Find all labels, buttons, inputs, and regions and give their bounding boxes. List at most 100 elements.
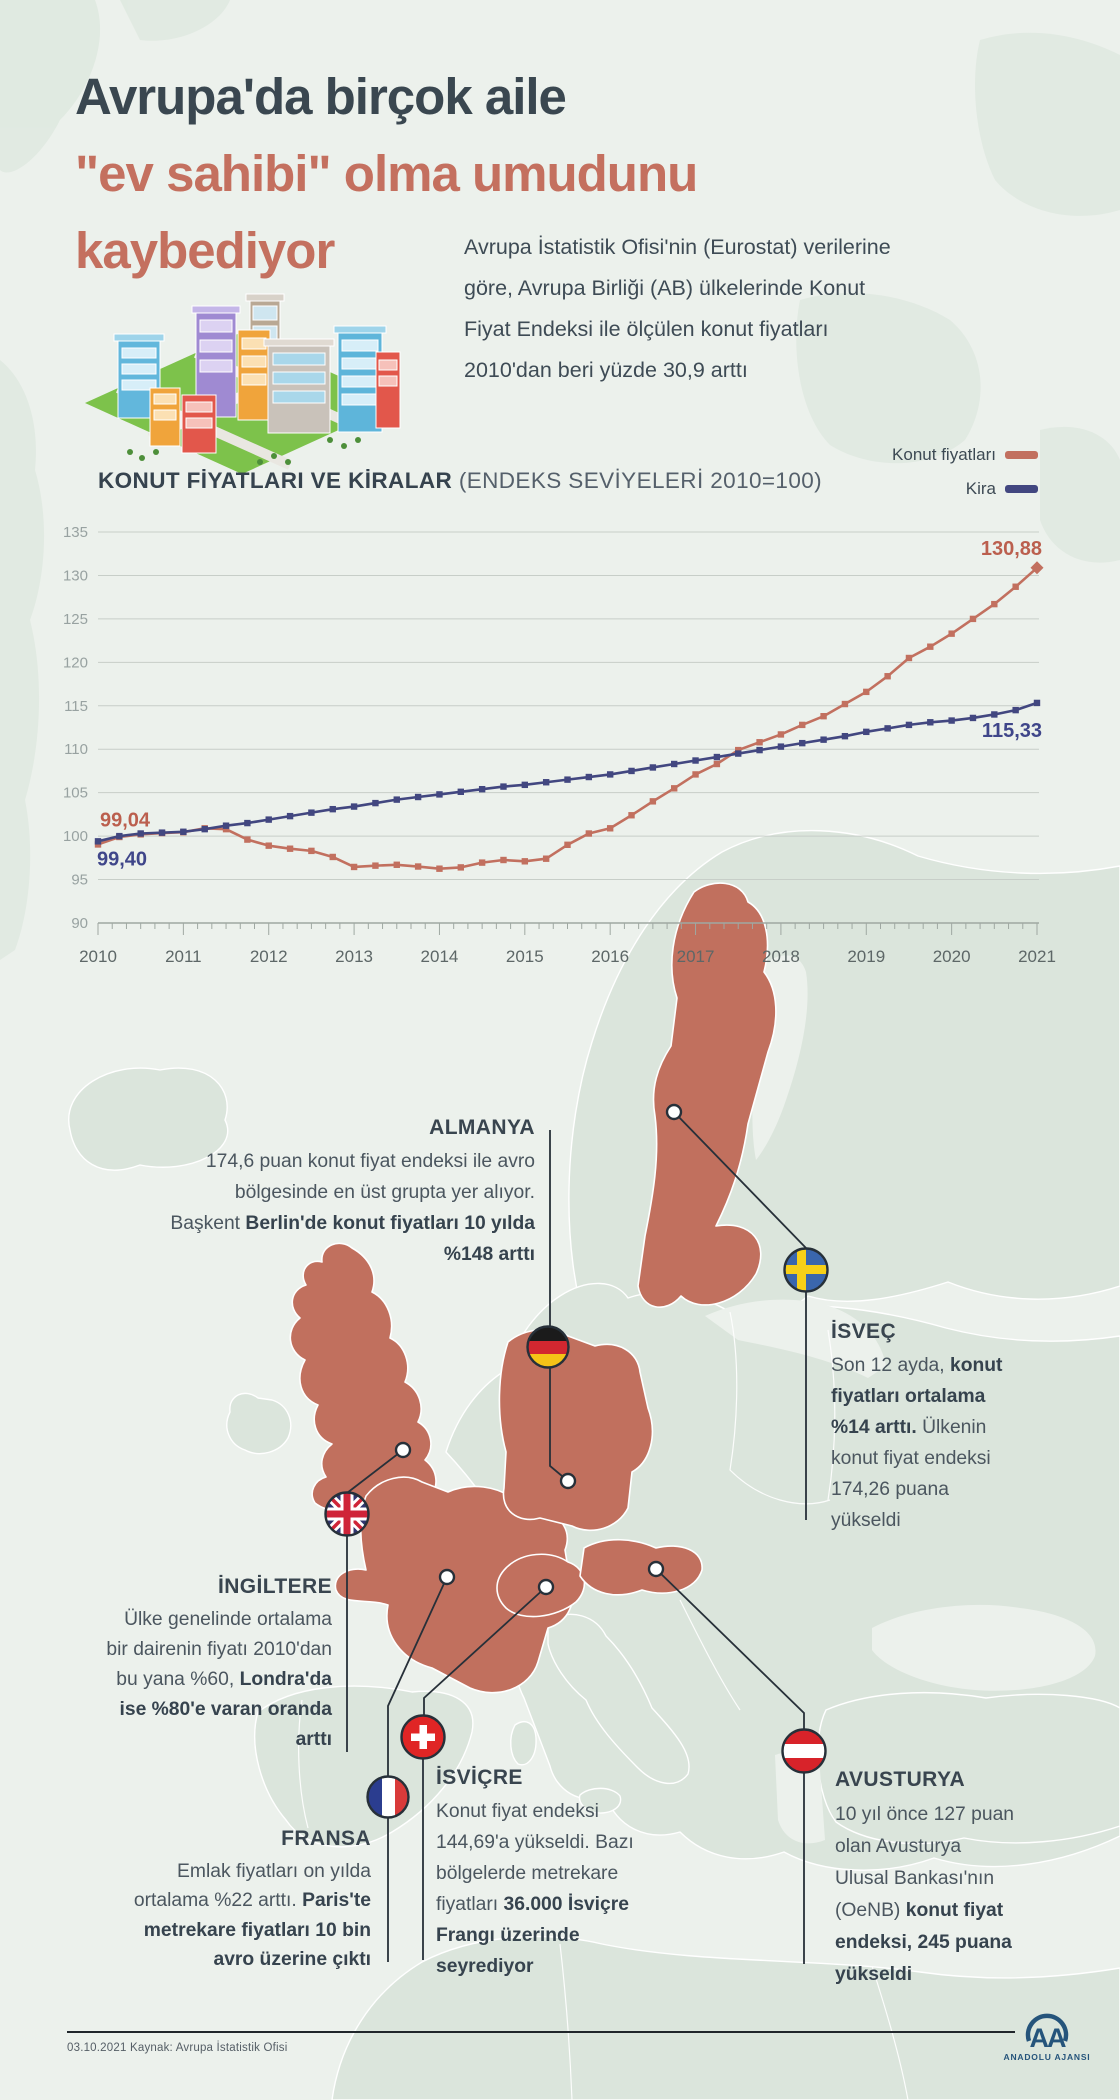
data-point <box>1012 706 1019 714</box>
text: Ulusal Bankası'nın <box>835 1868 995 1889</box>
x-axis-label: 2015 <box>506 947 544 966</box>
data-point <box>628 812 635 819</box>
callout-line: bu yana %60, Londra'da <box>32 1665 332 1695</box>
data-point <box>94 838 102 845</box>
y-axis-label: 110 <box>64 741 88 758</box>
legend-item-rent: Kira <box>778 472 1038 506</box>
page-title-line: "ev sahibi" olma umudunu <box>75 145 698 202</box>
callout-line: 10 yıl önce 127 puan <box>835 1799 1115 1831</box>
data-point <box>286 845 294 852</box>
data-point <box>820 736 827 743</box>
callout-heading: İSVEÇ <box>831 1320 897 1343</box>
text: Başkent <box>170 1213 246 1234</box>
callout-line: Son 12 ayda, konut <box>831 1350 1071 1381</box>
callout-line: bir dairenin fiyatı 2010'dan <box>32 1635 332 1665</box>
x-axis-label: 2014 <box>421 947 459 966</box>
callout-line: (OeNB) konut fiyat <box>835 1895 1115 1927</box>
data-point <box>927 643 934 650</box>
callout-line: olan Avusturya <box>835 1831 1115 1863</box>
callout-line: endeksi, 245 puana <box>835 1927 1115 1959</box>
data-point <box>692 757 699 764</box>
data-point <box>457 788 464 795</box>
x-axis-label: 2010 <box>79 947 117 966</box>
map-turkey <box>817 1691 1120 1845</box>
text: 10 yıl önce 127 puan <box>835 1804 1015 1825</box>
value-label: 99,04 <box>100 809 151 831</box>
bold-text: Berlin'de konut fiyatları 10 yılda <box>245 1213 535 1234</box>
value-label: 130,88 <box>981 538 1042 560</box>
x-axis-label: 2013 <box>335 947 373 966</box>
text: 174,6 puan konut fiyat endeksi ile avro <box>205 1151 535 1172</box>
y-axis-label: 115 <box>64 698 88 715</box>
bold-text: konut <box>950 1355 1003 1376</box>
aa-logo: AA ANADOLU AJANSI <box>1004 2013 1090 2062</box>
callout-line: avro üzerine çıktı <box>71 1945 371 1975</box>
callout-line: Ulusal Bankası'nın <box>835 1863 1115 1895</box>
callout-line: ortalama %22 arttı. Paris'te <box>71 1886 371 1916</box>
data-point <box>244 819 251 827</box>
data-point <box>542 779 550 786</box>
callout-line: yükseldi <box>835 1959 1115 1991</box>
map-marker-dot-france <box>438 1568 456 1586</box>
text: Ülkenin <box>916 1417 987 1438</box>
map-germany <box>498 1328 654 1532</box>
data-point <box>863 688 870 696</box>
map-sweden <box>637 882 777 1308</box>
x-axis-label: 2021 <box>1018 947 1056 966</box>
bold-text: %148 arttı <box>443 1244 535 1265</box>
data-point <box>180 828 187 835</box>
callout-austria: AVUSTURYA 10 yıl önce 127 puan olan Avustu… <box>835 1764 1115 1991</box>
data-point <box>606 825 614 832</box>
text: bölgesinde en üst grupta yer alıyor. <box>234 1182 535 1203</box>
map-ireland <box>226 1392 292 1455</box>
text: bu yana %60, <box>116 1669 240 1690</box>
data-point <box>841 732 849 740</box>
y-axis-label: 125 <box>63 611 88 628</box>
legend-item-house-prices: Konut fiyatları <box>778 438 1038 472</box>
x-axis-label: 2016 <box>591 947 629 966</box>
data-point <box>286 812 294 820</box>
y-axis-label: 90 <box>71 915 88 932</box>
x-axis-label: 2017 <box>677 947 715 966</box>
callout-line: konut fiyat endeksi <box>831 1443 1071 1474</box>
callout-line: Ülke genelinde ortalama <box>32 1605 332 1635</box>
callout-germany: ALMANYA 174,6 puan konut fiyat endeksi il… <box>65 1112 535 1270</box>
data-point <box>521 781 529 789</box>
x-axis-label: 2018 <box>762 947 800 966</box>
data-point <box>649 764 657 771</box>
data-point <box>158 829 166 836</box>
callout-sweden: İSVEÇ Son 12 ayda, konut fiyatları ortalam… <box>831 1316 1071 1536</box>
map-marker-dot-germany <box>559 1472 577 1490</box>
data-point-diamond <box>1030 561 1044 575</box>
data-point <box>841 700 849 708</box>
bold-text: Paris'te <box>302 1890 371 1911</box>
data-point <box>542 855 550 862</box>
footer-date: 03.10.2021 <box>67 2042 127 2054</box>
data-point <box>393 796 400 803</box>
callout-uk: İNGİLTERE Ülke genelinde ortalama bir dair… <box>32 1572 332 1755</box>
callout-heading: FRANSA <box>281 1827 371 1850</box>
text: Son 12 ayda, <box>831 1355 950 1376</box>
callout-france: FRANSA Emlak fiyatları on yılda ortalama %… <box>71 1824 371 1975</box>
data-point <box>222 825 230 833</box>
data-point <box>244 836 251 843</box>
data-point <box>500 783 507 790</box>
data-point <box>116 832 123 840</box>
callout-lines <box>346 1111 807 1964</box>
callout-line: arttı <box>32 1725 332 1755</box>
callout-line: metrekare fiyatları 10 bin <box>71 1916 371 1946</box>
data-point <box>350 863 358 871</box>
data-point <box>948 717 955 724</box>
callout-line: 174,6 puan konut fiyat endeksi ile avro <box>65 1146 535 1177</box>
data-point <box>863 728 870 736</box>
map-marker-dot-uk <box>394 1441 412 1459</box>
data-point <box>905 721 913 729</box>
data-point <box>969 615 977 623</box>
map-marker-dot-sweden <box>665 1103 683 1121</box>
callout-line: seyrediyor <box>436 1951 736 1982</box>
intro-line: Avrupa İstatistik Ofisi'nin (Eurostat) v… <box>464 235 891 259</box>
callout-line: 174,26 puana <box>831 1474 1071 1505</box>
data-point <box>329 853 336 861</box>
callout-switzerland: İSVİÇRE Konut fiyat endeksi 144,69'a yükse… <box>436 1762 736 1982</box>
uk-flag-icon <box>324 1491 370 1537</box>
